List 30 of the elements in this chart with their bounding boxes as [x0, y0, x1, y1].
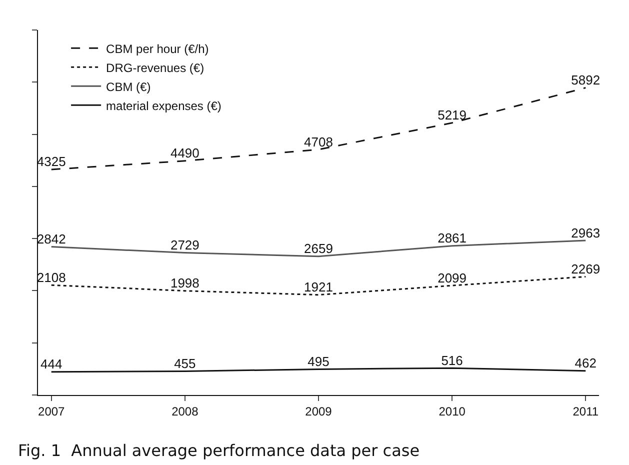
legend-label: CBM per hour (€/h): [106, 42, 209, 56]
data-label: 2729: [170, 237, 200, 252]
data-label: 5892: [571, 72, 600, 88]
data-label: 455: [174, 356, 196, 372]
legend-label: DRG-revenues (€): [106, 60, 204, 75]
data-label: 462: [574, 356, 596, 371]
data-label: 2861: [438, 230, 467, 246]
data-label: 2099: [438, 270, 467, 286]
data-label: 495: [308, 354, 330, 369]
data-label: 4490: [170, 146, 200, 161]
data-label: 4708: [304, 134, 333, 150]
x-tick-label: 2011: [572, 404, 599, 418]
x-tick-label: 2010: [438, 404, 466, 418]
data-label: 1921: [304, 280, 333, 295]
data-label: 2963: [571, 225, 600, 240]
data-label: 4325: [36, 154, 66, 170]
data-label: 5219: [438, 108, 467, 123]
data-label: 2269: [571, 261, 600, 276]
x-tick-label: 2008: [172, 404, 199, 418]
legend-label: material expenses (€): [106, 98, 222, 113]
data-label: 2842: [36, 232, 66, 247]
x-tick-label: 2009: [305, 404, 332, 418]
data-label: 516: [441, 352, 463, 368]
legend-label: CBM (€): [106, 80, 151, 94]
x-tick-label: 2007: [38, 404, 66, 418]
data-label: 2108: [36, 270, 66, 285]
data-label: 2659: [304, 241, 333, 256]
data-label: 1998: [170, 276, 200, 291]
data-label: 444: [40, 356, 62, 372]
caption: Fig. 1 Annual average performance data per case: [18, 441, 420, 460]
